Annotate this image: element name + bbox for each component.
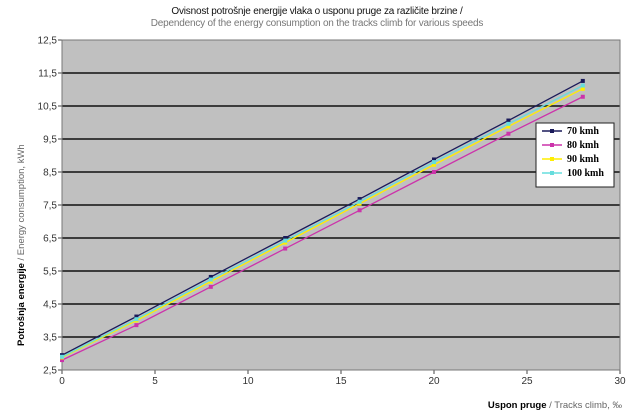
data-point-100-kmh — [283, 238, 288, 243]
y-axis-title-rest: / Energy consumption, kWh — [16, 144, 27, 263]
x-tick-label: 0 — [59, 376, 65, 387]
y-tick-label: 3,5 — [43, 333, 57, 344]
data-point-70-kmh — [283, 236, 288, 240]
y-tick-label: 2,5 — [43, 366, 57, 377]
data-point-100-kmh — [357, 199, 362, 204]
y-tick-label: 5,5 — [43, 267, 57, 278]
series-group — [60, 78, 585, 363]
x-tick-label: 20 — [428, 376, 440, 387]
x-tick-label: 5 — [152, 376, 158, 387]
data-point-80-kmh — [283, 246, 288, 251]
legend-box — [535, 122, 615, 188]
grid-lines — [62, 72, 620, 338]
data-point-100-kmh — [506, 121, 511, 126]
y-tick-label: 6,5 — [43, 234, 57, 245]
legend: 70 kmh 80 kmh 90 kmh 100 kmh — [535, 122, 615, 188]
data-point-70-kmh — [357, 197, 362, 202]
data-point-90-kmh — [580, 86, 585, 91]
x-axis-title: Uspon pruge / Tracks climb, ‰ — [488, 400, 623, 411]
data-point-80-kmh — [60, 358, 64, 363]
data-point-100-kmh — [580, 83, 585, 88]
data-point-90-kmh — [506, 124, 511, 129]
data-point-80-kmh — [506, 131, 511, 136]
legend-label-100-kmh: 100 kmh — [567, 168, 604, 179]
axes: 2,5 3,5 4,5 5,5 6,5 7,5 8,5 9,5 10,5 11,5 12,5 0 5 10… — [38, 36, 626, 388]
series-line-70-kmh — [61, 80, 584, 356]
series-line-90-kmh — [61, 88, 584, 359]
series-line-80-kmh — [61, 96, 584, 361]
chart-title: Ovisnost potrošnje energije vlaka o uspo… — [171, 6, 463, 17]
chart-title-block: Ovisnost potrošnje energije vlaka o uspo… — [0, 6, 634, 29]
series-line-100-kmh — [61, 84, 584, 358]
legend-marker-70-kmh — [550, 129, 554, 133]
x-tick-label: 15 — [335, 376, 347, 387]
x-tick-label: 10 — [242, 376, 254, 387]
data-point-80-kmh — [208, 284, 213, 289]
x-tick-label: 30 — [614, 376, 626, 387]
y-tick-label: 8,5 — [43, 168, 57, 179]
y-tick-label: 11,5 — [38, 69, 57, 80]
y-tick-label: 7,5 — [43, 201, 57, 212]
data-point-100-kmh — [134, 317, 139, 322]
data-point-80-kmh — [357, 208, 362, 213]
x-axis-title-rest: / Tracks climb, ‰ — [547, 400, 623, 411]
legend-label-90-kmh: 90 kmh — [567, 154, 599, 165]
data-point-100-kmh — [60, 354, 64, 359]
data-point-70-kmh — [580, 78, 585, 83]
y-axis-title: Potrošnja energije / Energy consumption,… — [16, 144, 27, 346]
plot-frame — [61, 39, 621, 371]
data-point-70-kmh — [506, 118, 511, 123]
y-tick-label: 12,5 — [38, 36, 58, 47]
legend-marker-80-kmh — [550, 143, 554, 147]
data-point-80-kmh — [134, 323, 139, 328]
y-tick-label: 9,5 — [43, 135, 57, 146]
legend-marker-100-kmh — [550, 171, 554, 175]
data-point-70-kmh — [208, 274, 213, 279]
data-point-100-kmh — [432, 160, 436, 165]
legend-label-70-kmh: 70 kmh — [567, 126, 599, 137]
data-point-80-kmh — [432, 170, 436, 174]
y-tick-label: 4,5 — [43, 300, 57, 311]
data-point-100-kmh — [208, 277, 213, 282]
legend-label-80-kmh: 80 kmh — [567, 140, 599, 151]
x-tick-label: 25 — [521, 376, 533, 387]
chart-subtitle: Dependency of the energy consumption on … — [150, 18, 484, 29]
x-axis-title-bold: Uspon pruge — [488, 400, 547, 411]
data-point-70-kmh — [134, 314, 139, 319]
data-point-80-kmh — [580, 94, 585, 99]
data-point-90-kmh — [432, 162, 436, 167]
y-tick-label: 10,5 — [38, 102, 58, 113]
legend-marker-90-kmh — [550, 157, 554, 161]
data-point-70-kmh — [432, 157, 436, 162]
y-axis-title-bold: Potrošnja energije — [16, 263, 27, 346]
